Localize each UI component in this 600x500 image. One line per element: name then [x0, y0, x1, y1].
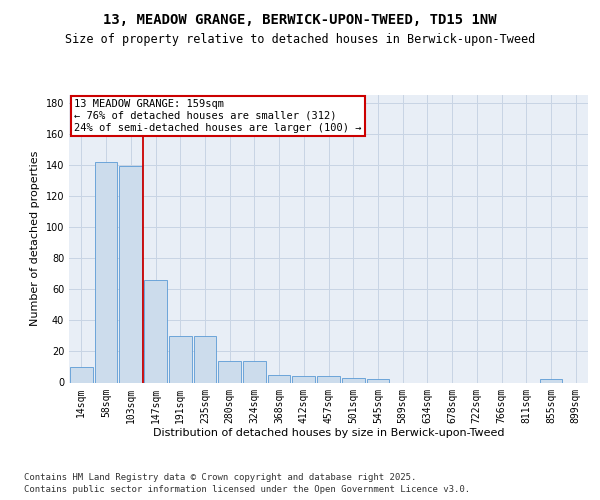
- Bar: [194, 336, 216, 382]
- Bar: [342, 378, 365, 382]
- Bar: [292, 376, 315, 382]
- Bar: [367, 380, 389, 382]
- Bar: [268, 374, 290, 382]
- Text: Contains public sector information licensed under the Open Government Licence v3: Contains public sector information licen…: [24, 485, 470, 494]
- Bar: [539, 380, 562, 382]
- Text: 13 MEADOW GRANGE: 159sqm
← 76% of detached houses are smaller (312)
24% of semi-: 13 MEADOW GRANGE: 159sqm ← 76% of detach…: [74, 100, 362, 132]
- Bar: [95, 162, 118, 382]
- Y-axis label: Number of detached properties: Number of detached properties: [30, 151, 40, 326]
- Bar: [119, 166, 142, 382]
- Text: 13, MEADOW GRANGE, BERWICK-UPON-TWEED, TD15 1NW: 13, MEADOW GRANGE, BERWICK-UPON-TWEED, T…: [103, 12, 497, 26]
- Bar: [70, 367, 93, 382]
- Text: Size of property relative to detached houses in Berwick-upon-Tweed: Size of property relative to detached ho…: [65, 32, 535, 46]
- X-axis label: Distribution of detached houses by size in Berwick-upon-Tweed: Distribution of detached houses by size …: [153, 428, 504, 438]
- Bar: [218, 360, 241, 382]
- Bar: [144, 280, 167, 382]
- Text: Contains HM Land Registry data © Crown copyright and database right 2025.: Contains HM Land Registry data © Crown c…: [24, 472, 416, 482]
- Bar: [317, 376, 340, 382]
- Bar: [243, 360, 266, 382]
- Bar: [169, 336, 191, 382]
